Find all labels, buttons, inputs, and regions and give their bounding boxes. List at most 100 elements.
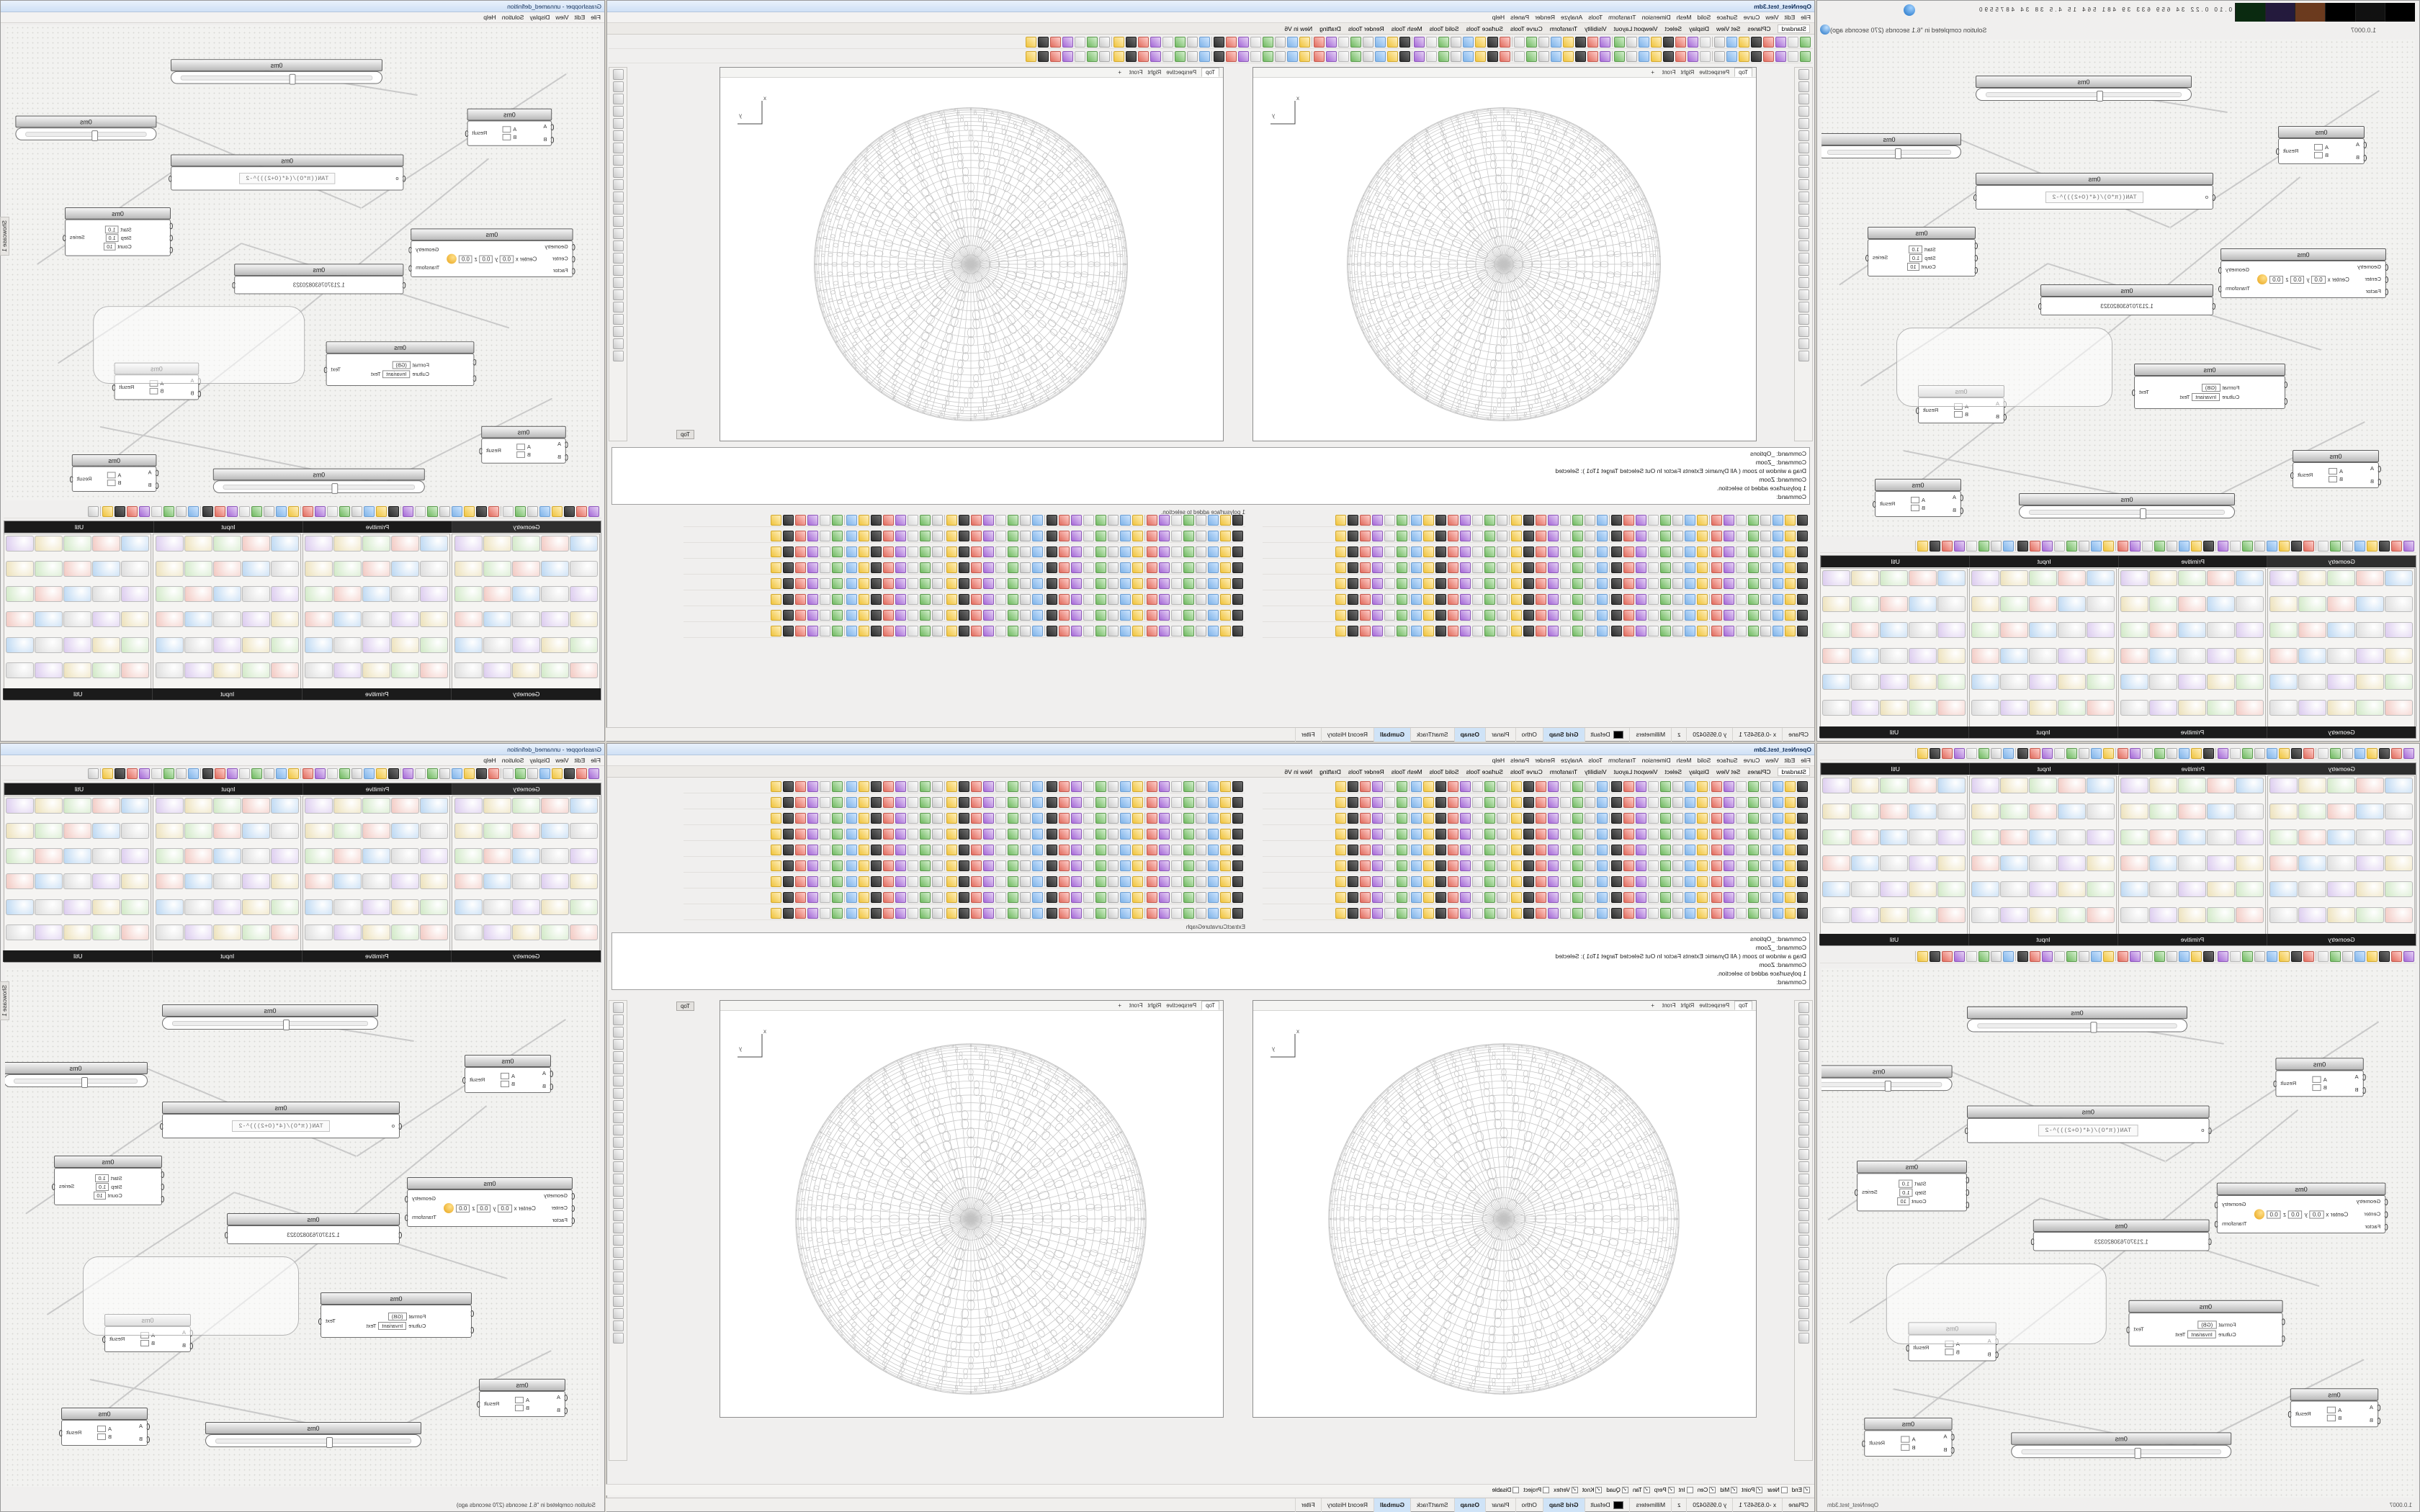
toolbar-icon[interactable] — [1760, 876, 1771, 887]
library-item[interactable] — [121, 823, 150, 840]
library-item[interactable] — [420, 536, 449, 552]
toolbar-icon[interactable] — [1335, 530, 1346, 541]
library-item[interactable] — [2029, 700, 2057, 716]
library-item[interactable] — [155, 873, 184, 890]
tool-icon[interactable] — [613, 1161, 624, 1172]
library-item[interactable] — [1909, 674, 1937, 690]
library-tab-input[interactable]: Input — [153, 783, 302, 795]
toolbar-icon[interactable] — [1411, 812, 1422, 824]
toolbar-icon[interactable] — [1736, 860, 1747, 871]
library-item[interactable] — [121, 662, 150, 678]
toolbar-icon[interactable] — [1372, 907, 1383, 919]
toolbar-icon[interactable] — [2279, 747, 2290, 759]
toolbar-icon[interactable] — [895, 844, 906, 855]
library-item[interactable] — [2000, 855, 2028, 871]
ab-value-B[interactable] — [2326, 1414, 2336, 1422]
rhino-tab-new-in-v6[interactable]: New in V6 — [1284, 24, 1313, 32]
library-item[interactable] — [35, 823, 63, 840]
toolbar-icon[interactable] — [1008, 577, 1018, 589]
library-item[interactable] — [2356, 907, 2384, 923]
toolbar-icon[interactable] — [1214, 50, 1224, 62]
toolbar-icon[interactable] — [995, 828, 1006, 840]
library-item[interactable] — [6, 636, 35, 653]
toolbar-icon[interactable] — [1724, 546, 1734, 557]
port-nub-in[interactable] — [2208, 1128, 2212, 1135]
toolbar-icon[interactable] — [1760, 514, 1771, 526]
toolbar-icon[interactable] — [1660, 812, 1671, 824]
toolbar-icon[interactable] — [1991, 950, 2002, 962]
tool-icon[interactable] — [613, 1296, 624, 1307]
toolbar-icon[interactable] — [1942, 950, 1953, 962]
library-item[interactable] — [511, 536, 540, 552]
toolbar-icon[interactable] — [2403, 540, 2414, 552]
toolbar-icon[interactable] — [1536, 860, 1546, 871]
tool-icon[interactable] — [1798, 326, 1809, 337]
port-nub-in[interactable] — [2281, 1318, 2285, 1325]
toolbar-icon[interactable] — [1917, 950, 1928, 962]
library-item[interactable] — [241, 586, 270, 603]
library-item[interactable] — [92, 823, 121, 840]
library-item[interactable] — [2207, 855, 2235, 871]
toolbar-icon[interactable] — [1059, 844, 1070, 855]
rhino-menubar-top[interactable]: File Edit View Curve Surface Solid Mesh Dimensi… — [607, 12, 1814, 23]
tool-icon[interactable] — [1798, 314, 1809, 325]
library-item[interactable] — [1822, 700, 1850, 716]
toolbar-icon[interactable] — [859, 609, 869, 621]
toolbar-icon[interactable] — [1472, 796, 1483, 808]
toolbar-icon[interactable] — [783, 562, 794, 573]
toolbar-icon[interactable] — [1059, 546, 1070, 557]
toolbar-icon[interactable] — [1688, 50, 1698, 62]
showcase-side-tab-2[interactable]: Showcase 1 — [0, 981, 9, 1020]
port-nub-out[interactable] — [2132, 390, 2136, 396]
toolbar-icon[interactable] — [1497, 828, 1507, 840]
tool-icon[interactable] — [613, 167, 624, 178]
port-nub-in[interactable] — [2385, 289, 2388, 296]
toolbar-icon[interactable] — [871, 891, 882, 903]
toolbar-icon[interactable] — [1460, 625, 1471, 636]
toolbar-icon[interactable] — [1196, 577, 1206, 589]
tool-icon[interactable] — [1798, 1027, 1809, 1038]
library-item[interactable] — [155, 798, 184, 814]
toolbar-icon[interactable] — [1551, 50, 1561, 62]
toolbar-icon[interactable] — [1196, 546, 1206, 557]
library-tab-bottom-geometry[interactable]: Geometry — [451, 950, 601, 962]
viewport-tab-top[interactable]: Top — [1734, 1001, 1752, 1010]
toolbar-icon[interactable] — [1623, 907, 1634, 919]
menu-surface[interactable]: Surface — [1716, 14, 1738, 21]
rhino-tab-b-standard[interactable]: Standard — [1778, 767, 1810, 776]
toolbar-icon[interactable] — [2154, 540, 2165, 552]
library-item[interactable] — [2029, 907, 2057, 923]
toolbar-icon[interactable] — [807, 625, 818, 636]
port-nub-out[interactable] — [63, 235, 66, 242]
osnap-item-disable[interactable]: Disable — [1492, 1487, 1520, 1493]
library-item[interactable] — [2298, 622, 2326, 638]
toolbar-icon[interactable] — [1384, 828, 1395, 840]
gh-menu-b-view[interactable]: View — [555, 757, 569, 764]
toolbar-icon[interactable] — [1108, 530, 1119, 541]
slider-1[interactable]: 0ms — [1967, 1006, 2187, 1032]
port-nub-in[interactable] — [550, 1071, 553, 1077]
toolbar-icon[interactable] — [1095, 546, 1106, 557]
library-item[interactable] — [483, 561, 511, 577]
port-nub-out[interactable] — [1873, 501, 1876, 508]
toolbar-icon[interactable] — [971, 593, 982, 605]
rhino-titlebar-top[interactable]: OpenNest_test.3dm — [607, 1, 1814, 12]
library-item[interactable] — [2298, 829, 2326, 845]
toolbar-icon[interactable] — [439, 768, 450, 779]
tool-icon[interactable] — [1798, 1002, 1809, 1013]
toolbar-icon[interactable] — [1384, 546, 1395, 557]
port-nub-out[interactable] — [318, 1318, 322, 1325]
toolbar-icon[interactable] — [1087, 50, 1098, 62]
status-toggle-record-history[interactable]: Record History — [1320, 727, 1373, 742]
library-item[interactable] — [333, 586, 362, 603]
toolbar-icon[interactable] — [1648, 562, 1659, 573]
toolbar-icon[interactable] — [846, 860, 857, 871]
toolbar-icon[interactable] — [1785, 907, 1796, 919]
toolbar-icon[interactable] — [1572, 780, 1583, 792]
toolbar-icon[interactable] — [1423, 828, 1434, 840]
toolbar-icon[interactable] — [1484, 593, 1495, 605]
toolbar-icon[interactable] — [1585, 860, 1595, 871]
toolbar-icon[interactable] — [1611, 876, 1622, 887]
toolbar-icon[interactable] — [771, 891, 781, 903]
toolbar-icon[interactable] — [1411, 907, 1422, 919]
